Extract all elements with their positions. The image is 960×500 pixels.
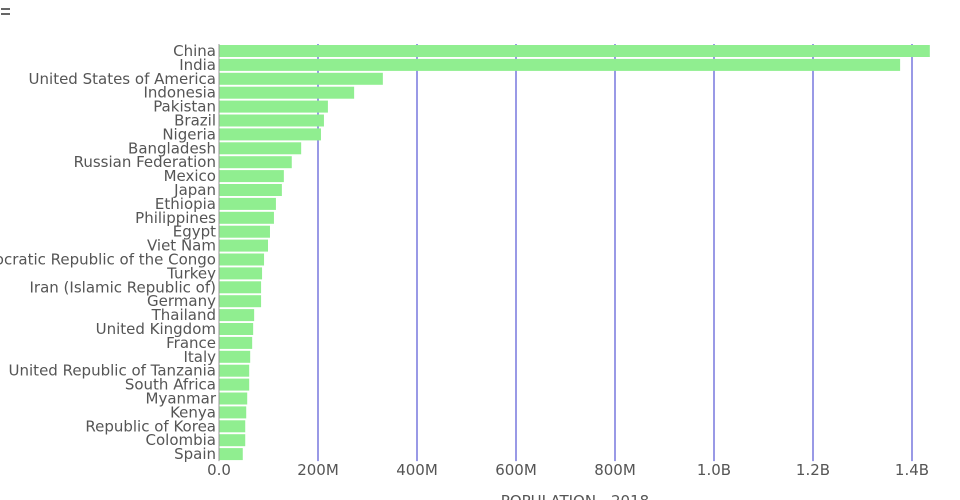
y-tick-label: Republic of Korea: [85, 417, 216, 435]
y-tick-label: Philippines: [135, 209, 216, 227]
y-tick-label: Colombia: [146, 431, 217, 449]
y-tick-label: Pakistan: [153, 98, 216, 116]
bar: [219, 364, 250, 377]
bar: [219, 211, 274, 224]
bar: [219, 239, 269, 252]
bar: [219, 100, 328, 113]
menu-icon[interactable]: [1, 8, 10, 15]
bar: [219, 267, 263, 280]
bar: [219, 295, 262, 308]
y-tick-label: Egypt: [173, 223, 216, 241]
bar: [219, 420, 246, 433]
y-tick-label: United Kingdom: [96, 320, 216, 338]
bar: [219, 350, 251, 363]
y-tick-label: China: [173, 42, 216, 60]
bar: [219, 86, 355, 99]
grid: [317, 44, 913, 462]
y-tick-label: Spain: [174, 445, 216, 463]
y-tick-label: Mexico: [164, 167, 216, 185]
bar: [219, 170, 284, 183]
bar: [219, 156, 292, 169]
bar: [219, 336, 253, 349]
y-tick-label: Ethiopia: [155, 195, 216, 213]
y-tick-label: South Africa: [125, 376, 216, 394]
y-tick-label: United States of America: [29, 70, 216, 88]
bar: [219, 378, 250, 391]
bar: [219, 184, 282, 196]
y-tick-label: Nigeria: [162, 125, 216, 143]
bar: [219, 448, 243, 461]
y-tick-label: Russian Federation: [74, 153, 216, 171]
y-tick-label: Turkey: [166, 264, 216, 282]
bar: [219, 128, 321, 141]
bar: [219, 253, 265, 266]
y-tick-label: Italy: [183, 348, 216, 366]
bar: [219, 142, 302, 155]
x-tick-label: 1.2B: [796, 461, 830, 479]
x-tick-label: 600M: [495, 461, 537, 479]
x-tick-label: 1.0B: [697, 461, 731, 479]
x-tick-label: 400M: [396, 461, 438, 479]
y-tick-label: Iran (Islamic Republic of): [30, 278, 217, 296]
y-tick-label: Bangladesh: [128, 139, 216, 157]
y-tick-label: Germany: [147, 292, 216, 310]
bar: [219, 114, 324, 127]
y-tick-label: Myanmar: [146, 390, 217, 408]
bar: [219, 281, 262, 294]
bar: [219, 225, 270, 238]
y-tick-label: Japan: [173, 181, 216, 199]
y-tick-label: India: [179, 56, 216, 74]
bars: [219, 45, 930, 461]
x-tick-label: 200M: [297, 461, 339, 479]
x-tick-label: 800M: [594, 461, 636, 479]
bar: [219, 58, 901, 71]
x-tick-label: 0.0: [207, 461, 231, 479]
bar: [219, 323, 254, 335]
y-tick-label: Indonesia: [143, 84, 216, 102]
bar: [219, 197, 276, 210]
y-tick-label: Brazil: [174, 112, 216, 130]
y-tick-label: Thailand: [151, 306, 216, 324]
y-tick-label: France: [166, 334, 216, 352]
bar: [219, 406, 247, 419]
bar: [219, 72, 383, 85]
y-tick-label: United Republic of Tanzania: [9, 362, 216, 380]
y-tick-label: Democratic Republic of the Congo: [0, 251, 216, 269]
bar: [219, 434, 246, 447]
bar: [219, 392, 248, 405]
y-tick-label: Viet Nam: [147, 237, 216, 255]
bar: [219, 45, 930, 57]
x-axis-title: POPULATION - 2018: [501, 492, 649, 500]
bar: [219, 309, 255, 322]
y-tick-label: Kenya: [170, 403, 216, 421]
x-tick-label: 1.4B: [895, 461, 929, 479]
